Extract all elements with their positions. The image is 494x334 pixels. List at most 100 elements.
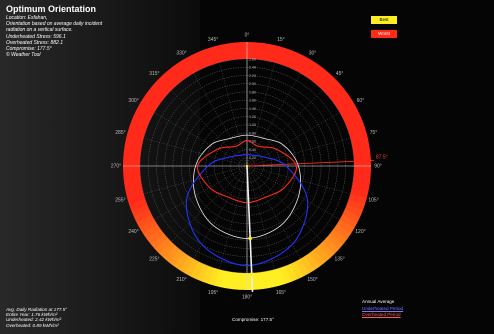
radial-tick-label: 1.40 bbox=[249, 107, 256, 111]
ring-segment bbox=[208, 46, 220, 65]
angle-tick-label: 330° bbox=[176, 50, 186, 56]
compromise-arrow-icon bbox=[249, 272, 255, 277]
grid-spoke bbox=[171, 165, 248, 242]
angle-tick-label: 195° bbox=[208, 290, 218, 296]
compromise-line bbox=[246, 165, 254, 292]
ring-segment bbox=[136, 103, 155, 118]
ring-segment bbox=[279, 265, 292, 285]
ring-segment bbox=[133, 209, 152, 223]
underheated-stress: Underheated Stress: 596.1 bbox=[6, 33, 66, 40]
ring-segment bbox=[123, 171, 141, 179]
angle-tick-label: 345° bbox=[208, 37, 218, 43]
ring-segment bbox=[123, 165, 141, 173]
ring-segment bbox=[314, 69, 331, 87]
center-marker bbox=[245, 164, 249, 168]
legend-best: Best bbox=[371, 16, 397, 24]
overheated-period-curve bbox=[196, 139, 298, 204]
ring-segment bbox=[348, 127, 367, 139]
radial-tick-label: 0.60 bbox=[249, 140, 256, 144]
credit-text: © Weather Tool bbox=[6, 52, 41, 59]
ring-segment bbox=[127, 193, 146, 205]
ring-segment bbox=[202, 47, 215, 67]
ring-segment bbox=[125, 133, 144, 144]
radial-tick-label: 1.60 bbox=[249, 99, 256, 103]
ring-segment bbox=[280, 48, 293, 67]
ring-segment bbox=[185, 55, 199, 74]
ring-segment bbox=[353, 171, 371, 180]
ring-segment bbox=[150, 232, 168, 249]
ring-segment bbox=[346, 121, 366, 134]
radial-tick-label: 0.80 bbox=[249, 131, 256, 135]
ring-segment bbox=[173, 252, 189, 270]
compromise-label: Compromise: 177.5° bbox=[232, 317, 274, 322]
legend-overheated-period: Overheated Period bbox=[362, 312, 401, 317]
ring-segment bbox=[168, 65, 185, 83]
ring-segment bbox=[146, 228, 164, 245]
ring-segment bbox=[336, 219, 355, 235]
ring-segment bbox=[304, 252, 320, 271]
ring-segment bbox=[174, 61, 190, 80]
ring-segment bbox=[247, 42, 255, 60]
radial-tick-label: 2.00 bbox=[249, 82, 256, 86]
ring-segment bbox=[333, 93, 352, 109]
ring-segment bbox=[336, 98, 355, 113]
radial-tick-label: 2.60 bbox=[249, 57, 256, 61]
ring-segment bbox=[168, 248, 185, 267]
ring-segment bbox=[290, 261, 304, 280]
ring-segment bbox=[220, 270, 231, 289]
ring-segment bbox=[333, 224, 351, 240]
ring-segment bbox=[313, 245, 330, 263]
angle-tick-label: 180° bbox=[242, 295, 252, 301]
ring-segment bbox=[295, 258, 309, 277]
ring-segment bbox=[269, 44, 280, 63]
ring-segment bbox=[305, 62, 321, 80]
ring-segment bbox=[233, 272, 242, 290]
grid-spoke bbox=[246, 165, 301, 259]
ring-segment bbox=[348, 193, 367, 205]
ring-segment bbox=[252, 42, 261, 60]
underheated-period-curve bbox=[185, 153, 309, 267]
location-text: Location: Esfahan, bbox=[6, 15, 48, 21]
angle-tick-label: 300° bbox=[128, 98, 138, 104]
period-legend: Annual Average Underheated Period Overhe… bbox=[362, 299, 403, 319]
legend-underheated-period: Underheated Period bbox=[362, 305, 404, 311]
ring-segment bbox=[239, 272, 247, 290]
description-line-1: Orientation based on average daily incid… bbox=[6, 21, 103, 28]
radial-tick-label: 2.20 bbox=[249, 74, 256, 78]
ring-segment bbox=[142, 223, 161, 239]
grid-spoke bbox=[246, 138, 351, 167]
angle-tick-label: 225° bbox=[149, 256, 159, 262]
watermark-logo bbox=[0, 0, 200, 334]
ring-segment bbox=[136, 214, 155, 228]
grid-spoke bbox=[246, 112, 340, 167]
ring-segment bbox=[353, 166, 371, 174]
ring-segment bbox=[214, 269, 225, 288]
ring-segment bbox=[295, 55, 310, 74]
ring-segment bbox=[263, 43, 274, 62]
angle-tick-label: 15° bbox=[277, 37, 285, 43]
ring-segment bbox=[351, 182, 370, 193]
grid-spoke bbox=[246, 165, 275, 270]
ring-segment bbox=[344, 115, 363, 129]
ring-segment bbox=[150, 82, 168, 99]
ring-segment bbox=[322, 78, 340, 95]
ring-segment bbox=[257, 271, 267, 290]
angle-tick-label: 45° bbox=[336, 71, 344, 77]
ring-segment bbox=[353, 153, 371, 161]
radial-tick-label: 1.80 bbox=[249, 90, 256, 94]
radial-tick-label: 0.40 bbox=[249, 148, 256, 152]
grid-spoke bbox=[143, 138, 248, 167]
angle-tick-label: 60° bbox=[357, 98, 365, 104]
ring-segment bbox=[143, 92, 161, 108]
underheated-radiation-text: Underheated: 2.42 kWh/m² bbox=[6, 317, 62, 323]
ring-segment bbox=[227, 42, 237, 61]
ring-segment bbox=[318, 241, 335, 259]
grid-spoke bbox=[171, 90, 248, 167]
ring-segment bbox=[240, 42, 248, 60]
ring-segment bbox=[330, 87, 348, 104]
grid-spoke bbox=[154, 165, 248, 220]
radial-tick-label: 0.20 bbox=[249, 156, 256, 160]
radiation-footer: Avg. Daily Radiation at 177.5° Entire Ye… bbox=[6, 307, 67, 328]
radial-tick-label: 1.20 bbox=[249, 115, 256, 119]
